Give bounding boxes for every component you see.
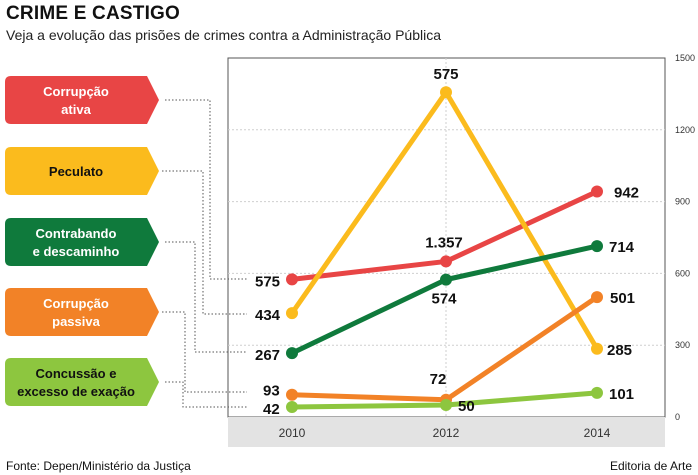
y-tick-label: 1200 — [675, 125, 695, 135]
x-tick-label: 2010 — [279, 426, 306, 440]
legend-label: passiva — [52, 314, 100, 329]
data-annotation: 1.357 — [425, 234, 463, 251]
data-label-corrupcao-ativa: 575 — [255, 273, 280, 290]
data-label-peculato: 434 — [255, 307, 281, 324]
chart-subtitle: Veja a evolução das prisões de crimes co… — [6, 27, 442, 43]
legend-label: Concussão e — [36, 366, 117, 381]
data-point-peculato — [591, 342, 603, 355]
data-point-contrabando — [286, 347, 298, 360]
data-label-peculato: 285 — [607, 342, 632, 359]
legend-label: Corrupção — [43, 84, 109, 99]
data-label-concussao: 50 — [458, 398, 475, 415]
legend-box — [5, 358, 159, 406]
data-point-corrupcao-ativa — [591, 185, 603, 198]
x-axis-band — [228, 417, 665, 447]
legend-label: e descaminho — [33, 244, 120, 259]
data-label-contrabando: 574 — [431, 291, 457, 308]
legend-label: Peculato — [49, 164, 103, 179]
plot-area — [227, 57, 666, 418]
legend-label: Contrabando — [36, 226, 117, 241]
leader-line-contrabando — [165, 241, 247, 353]
y-tick-label: 600 — [675, 268, 690, 278]
legend-box — [5, 218, 159, 266]
data-point-contrabando — [591, 240, 603, 253]
data-point-corrupcao-ativa — [286, 273, 298, 286]
data-label-corrupcao-passiva: 501 — [610, 290, 635, 307]
data-label-concussao: 42 — [263, 401, 280, 418]
y-tick-label: 1500 — [675, 53, 695, 63]
data-point-concussao — [591, 386, 603, 399]
y-tick-label: 0 — [675, 412, 680, 422]
legend-label: Corrupção — [43, 296, 109, 311]
x-tick-label: 2014 — [584, 426, 611, 440]
data-label-contrabando: 267 — [255, 347, 280, 364]
y-tick-label: 900 — [675, 197, 690, 207]
x-tick-label: 2012 — [433, 426, 460, 440]
y-tick-label: 300 — [675, 340, 690, 350]
data-point-contrabando — [440, 273, 452, 286]
source-note: Fonte: Depen/Ministério da Justiça — [6, 459, 191, 473]
data-point-peculato — [286, 307, 298, 320]
data-label-corrupcao-ativa: 942 — [614, 185, 639, 202]
data-point-peculato — [440, 86, 452, 99]
data-point-concussao — [440, 399, 452, 412]
chart-title: CRIME E CASTIGO — [6, 3, 181, 24]
data-label-concussao: 101 — [609, 386, 634, 403]
credit-note: Editoria de Arte — [609, 459, 692, 473]
data-point-concussao — [286, 400, 298, 413]
legend-box — [5, 147, 159, 195]
legend-item-contrabando: Contrabando e descaminho — [5, 218, 159, 266]
data-point-corrupcao-passiva — [591, 291, 603, 304]
legend-box — [5, 76, 159, 124]
leader-line-peculato — [162, 170, 247, 315]
leader-line-corrupcao-passiva — [162, 311, 247, 393]
data-point-corrupcao-passiva — [286, 388, 298, 401]
data-label-corrupcao-passiva: 93 — [263, 383, 280, 400]
legend-box — [5, 288, 159, 336]
data-point-corrupcao-ativa — [440, 255, 452, 268]
data-label-corrupcao-passiva: 72 — [430, 371, 447, 388]
data-label-contrabando: 714 — [609, 239, 635, 256]
legend-item-corrupcao-ativa: Corrupção ativa — [5, 76, 159, 124]
leader-line-corrupcao-ativa — [165, 99, 247, 280]
leader-line-concussao — [165, 381, 247, 408]
legend-item-concussao: Concussão e excesso de exação — [5, 358, 159, 406]
legend-label: ativa — [61, 102, 91, 117]
data-label-peculato: 575 — [433, 66, 458, 83]
legend-item-peculato: Peculato — [5, 147, 159, 195]
legend-item-corrupcao-passiva: Corrupção passiva — [5, 288, 159, 336]
legend-label: excesso de exação — [17, 384, 135, 399]
